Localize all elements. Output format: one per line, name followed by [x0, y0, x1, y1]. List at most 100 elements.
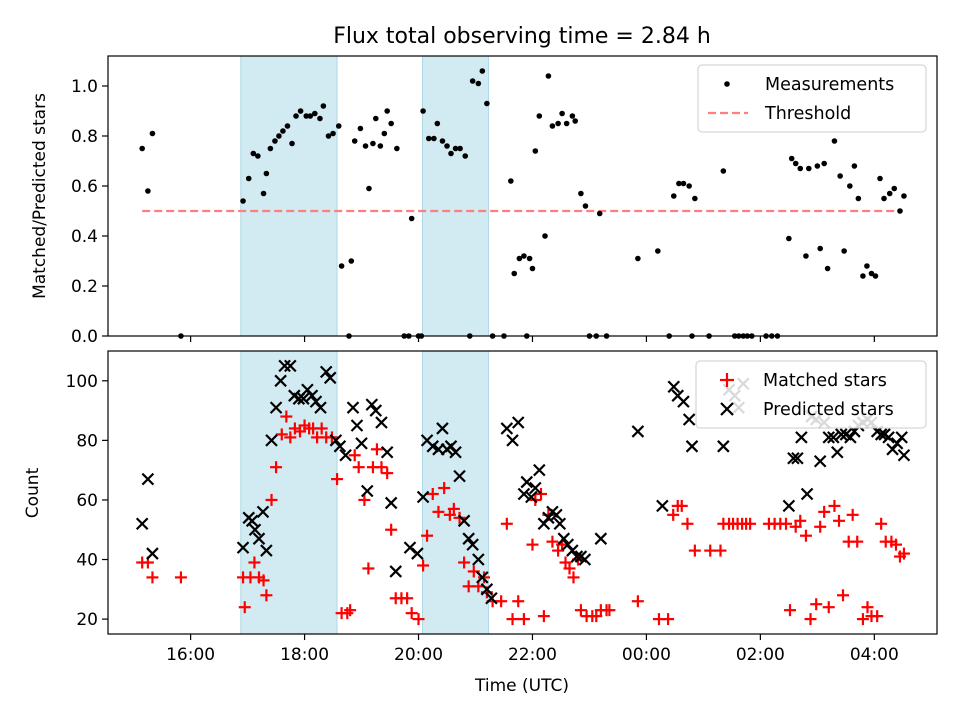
measurement-point — [425, 135, 432, 142]
matched-star-point — [574, 604, 587, 617]
predicted-star-point — [436, 422, 449, 435]
measurement-point — [276, 133, 282, 139]
measurement-point — [307, 113, 314, 119]
legend-predicted-label: Predicted stars — [763, 400, 894, 420]
measurement-point — [872, 273, 879, 279]
measurement-point — [280, 128, 286, 134]
x-tick-label: 18:00 — [280, 645, 329, 665]
measurement-point — [320, 103, 327, 109]
measurement-point — [284, 123, 291, 129]
matched-star-point — [667, 508, 680, 521]
measurement-point — [434, 120, 441, 127]
matched-star-point — [546, 535, 559, 548]
bottom-shaded-region — [240, 350, 338, 635]
predicted-star-point — [677, 395, 690, 408]
matched-star-point — [563, 562, 576, 575]
top-y-tick-label: 0.0 — [71, 327, 98, 347]
measurement-point — [901, 193, 907, 199]
matched-star-point — [421, 529, 434, 542]
measurement-point — [578, 190, 584, 197]
measurement-point — [788, 155, 795, 162]
predicted-star-point — [506, 434, 519, 447]
matched-star-point — [447, 502, 460, 515]
measurement-point — [555, 120, 561, 127]
matched-star-point — [784, 604, 797, 617]
matched-star-point — [526, 538, 539, 551]
predicted-star-point — [274, 374, 287, 388]
predicted-star-point — [135, 517, 149, 531]
measurement-point — [448, 150, 454, 157]
measurement-point — [529, 265, 536, 272]
measurement-point — [245, 175, 252, 182]
matched-star-point — [174, 571, 187, 584]
bottom-x-ticks: 16:00 18:00 20:00 22:00 00:00 02:00 04:00 — [166, 634, 899, 665]
measurement-point — [855, 195, 862, 202]
measurement-point — [655, 248, 661, 254]
predicted-star-point — [520, 475, 534, 489]
bottom-y-axis-label: Count — [23, 467, 43, 518]
measurement-point — [366, 185, 372, 192]
matched-star-point — [889, 538, 902, 551]
predicted-star-point — [411, 547, 424, 560]
measurement-point — [831, 138, 838, 144]
measurement-point — [549, 123, 556, 129]
top-legend: Measurements Threshold — [697, 64, 927, 133]
matched-star-point — [822, 601, 835, 614]
measurement-point — [545, 73, 552, 79]
predicted-star-point — [791, 451, 804, 465]
matched-star-point — [401, 592, 414, 605]
measurement-point — [372, 115, 379, 122]
top-x-ticks — [190, 336, 875, 342]
matched-star-point — [856, 613, 869, 626]
predicted-star-point — [800, 487, 814, 501]
measurement-point — [891, 185, 898, 192]
measurement-point — [526, 255, 533, 262]
bottom-axes-frame — [107, 350, 938, 635]
measurement-point — [582, 203, 589, 209]
measurement-point — [145, 188, 151, 194]
predicted-star-point — [265, 434, 278, 447]
legend-predicted-marker — [720, 402, 734, 416]
measurement-point — [149, 130, 156, 137]
predicted-star-point — [685, 440, 699, 453]
measurement-point — [821, 160, 827, 167]
measurement-point — [475, 80, 482, 87]
matched-star-point — [875, 517, 888, 530]
matched-star-point — [238, 601, 251, 614]
predicted-star-point — [329, 434, 343, 447]
measurement-point — [330, 130, 336, 137]
predicted-star-point — [375, 416, 388, 429]
matched-star-point — [385, 523, 398, 536]
measurement-point — [814, 163, 821, 169]
matched-star-point — [275, 428, 288, 441]
predicted-star-point — [252, 532, 266, 545]
predicted-star-point — [449, 446, 462, 459]
bottom-y-tick-label: 60 — [76, 491, 98, 511]
matched-star-point — [688, 544, 701, 557]
matched-star-point — [897, 547, 910, 560]
matched-star-point — [512, 595, 525, 608]
predicted-star-point — [782, 499, 796, 513]
predicted-star-point — [269, 401, 283, 414]
measurement-point — [267, 145, 274, 152]
top-y-tick-label: 0.8 — [71, 127, 98, 147]
measurement-point — [559, 110, 565, 117]
predicted-star-point — [323, 371, 337, 385]
measurement-point — [786, 235, 792, 242]
matched-star-points — [136, 410, 910, 626]
measurement-point — [847, 183, 853, 189]
legend-threshold-label: Threshold — [764, 104, 851, 124]
matched-star-point — [375, 461, 388, 474]
measurement-point — [408, 215, 415, 222]
measurement-point — [384, 108, 390, 114]
measurement-point — [680, 180, 687, 187]
matched-star-point — [426, 487, 439, 500]
top-y-tick-label: 0.2 — [71, 277, 98, 297]
x-tick-label: 00:00 — [622, 645, 671, 665]
measurement-point — [532, 148, 539, 154]
predicted-star-point — [462, 532, 475, 545]
predicted-star-point — [895, 431, 908, 444]
measurement-point — [521, 253, 527, 259]
matched-star-point — [248, 556, 261, 569]
measurement-point — [860, 273, 866, 279]
